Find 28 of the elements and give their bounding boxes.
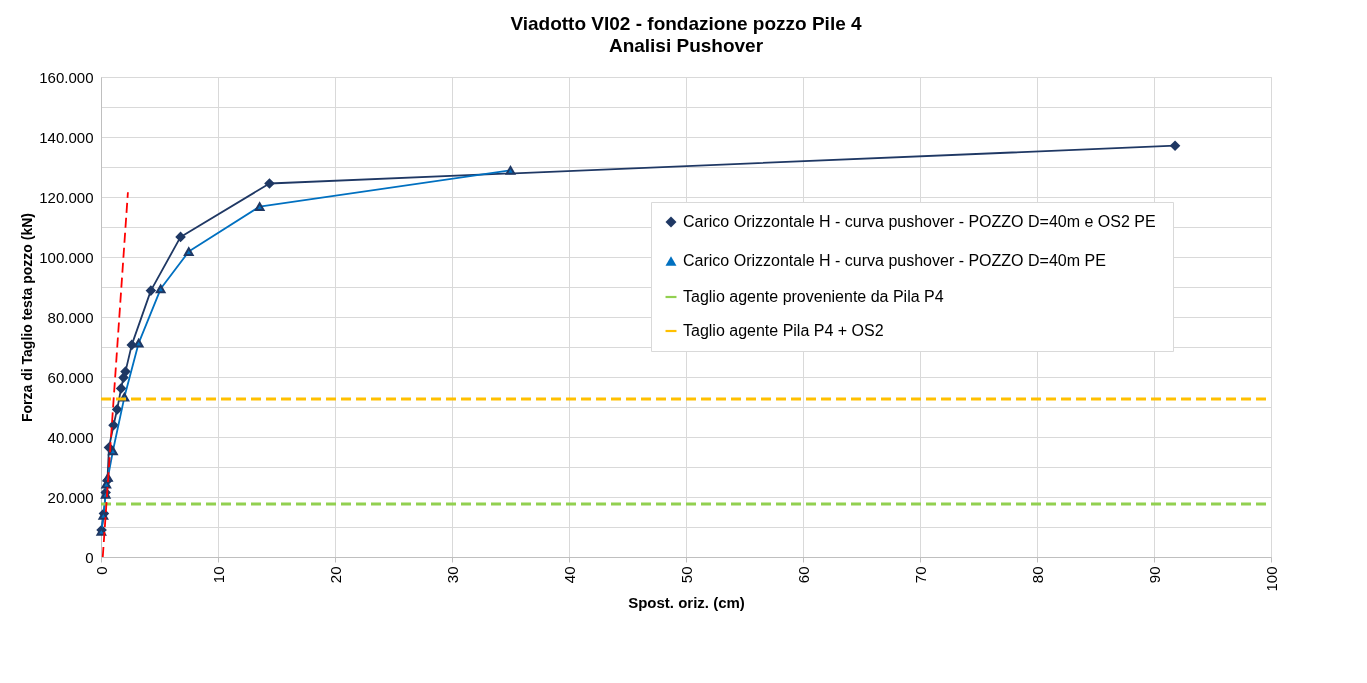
- legend-label: Carico Orizzontale H - curva pushover - POZZO D=40m e OS2 PE: [683, 213, 1156, 230]
- y-tick-label: 0: [85, 548, 94, 566]
- y-tick-label: 120.000: [39, 188, 94, 206]
- x-tick-label: 60: [794, 566, 812, 584]
- chart-title: Viadotto VI02 - fondazione pozzo Pile 4: [510, 13, 863, 34]
- y-tick-label: 140.000: [39, 128, 94, 146]
- x-axis-title: Spost. oriz. (cm): [628, 593, 745, 611]
- x-tick-label: 30: [443, 566, 461, 584]
- x-tick-label: 40: [560, 566, 578, 584]
- x-tick-label: 10: [209, 566, 227, 584]
- y-tick-label: 40.000: [47, 428, 94, 446]
- x-tick-label: 20: [326, 566, 344, 584]
- y-tick-label: 160.000: [39, 68, 94, 86]
- x-tick-label: 80: [1028, 566, 1046, 584]
- y-axis-title: Forza di Taglio testa pozzo (kN): [19, 213, 36, 422]
- y-tick-label: 100.000: [39, 248, 94, 266]
- y-tick-label: 20.000: [47, 488, 94, 506]
- x-tick-label: 50: [677, 566, 695, 584]
- x-tick-label: 90: [1145, 566, 1163, 584]
- legend-label: Carico Orizzontale H - curva pushover - POZZO D=40m PE: [683, 252, 1106, 269]
- y-tick-label: 60.000: [47, 368, 94, 386]
- legend-label: Taglio agente proveniente da Pila P4: [683, 288, 944, 305]
- y-tick-label: 80.000: [47, 308, 94, 326]
- x-tick-label: 0: [92, 566, 110, 575]
- x-tick-label: 100: [1262, 566, 1280, 592]
- legend-label: Taglio agente Pila P4 + OS2: [683, 322, 884, 339]
- x-tick-label: 70: [911, 566, 929, 584]
- chart-subtitle: Analisi Pushover: [608, 35, 764, 56]
